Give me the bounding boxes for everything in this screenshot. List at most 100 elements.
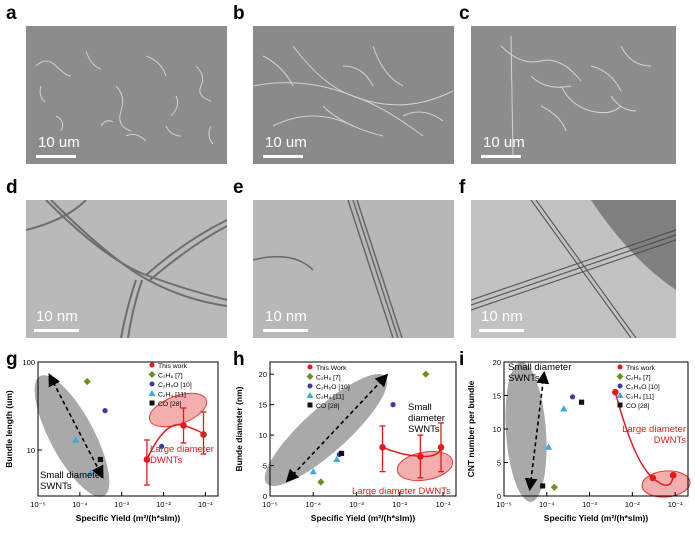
y-tick-label: 10 bbox=[493, 425, 501, 434]
legend-label: C₂H₄ [11] bbox=[626, 394, 654, 401]
legend-marker bbox=[616, 392, 624, 398]
legend-label: C₂H₆ [7] bbox=[158, 373, 183, 380]
ellipse-large-diameter-region bbox=[396, 450, 454, 482]
ellipse-small-diameter-region bbox=[34, 375, 110, 497]
scale-bar-d-label: 10 nm bbox=[36, 308, 78, 325]
legend-label: C₂H₆ [7] bbox=[626, 375, 651, 382]
y-tick-label: 5 bbox=[263, 462, 267, 471]
data-point bbox=[390, 402, 396, 408]
plot-frame bbox=[269, 361, 457, 497]
data-point bbox=[309, 468, 317, 475]
panel-label-e: e bbox=[233, 177, 244, 198]
legend-label: C₂H₄ [11] bbox=[158, 392, 186, 399]
annotation-large-diameter: DWNTs bbox=[654, 435, 686, 446]
y-tick-label: 15 bbox=[493, 392, 501, 401]
x-tick-label: 10⁻³ bbox=[349, 500, 364, 509]
x-tick-label: 10⁻⁴ bbox=[539, 500, 555, 509]
data-point bbox=[669, 471, 677, 479]
x-tick-label: 10⁻⁵ bbox=[262, 500, 277, 509]
legend-marker bbox=[148, 390, 156, 396]
chart-i: 10⁻⁵ 10⁻⁴ 10⁻³ 10⁻² 10⁻¹ Specific Yield (m²/(… bbox=[466, 358, 691, 523]
scale-bar-f-line bbox=[479, 329, 524, 332]
annotation-small-diameter: SWNTs bbox=[408, 424, 440, 435]
scale-bar-d-line bbox=[34, 329, 79, 332]
legend-label: C₂H₆ [7] bbox=[316, 375, 341, 382]
legend-label: This work bbox=[158, 363, 188, 370]
legend-marker bbox=[306, 373, 314, 380]
data-point bbox=[417, 453, 424, 460]
annotation-small-diameter: Small diameter bbox=[40, 470, 103, 481]
y-tick-label: 10 bbox=[27, 446, 35, 455]
tem-image-e: 10 nm bbox=[253, 200, 454, 338]
scale-bar-e-line bbox=[263, 329, 308, 332]
sem-image-c: 10 um bbox=[471, 26, 676, 164]
scale-bar-c: 10 um bbox=[481, 134, 551, 164]
trend-arrow bbox=[285, 373, 389, 483]
data-point bbox=[72, 436, 80, 443]
y-tick-label: 15 bbox=[259, 401, 267, 410]
panel-label-b: b bbox=[233, 3, 245, 24]
legend-label: C₂H₄ [11] bbox=[316, 394, 344, 401]
data-point bbox=[338, 450, 345, 456]
tem-image-e-texture bbox=[253, 200, 403, 338]
data-point bbox=[200, 431, 207, 438]
legend-label: CO [28] bbox=[158, 401, 182, 408]
legend-marker bbox=[307, 402, 313, 408]
y-tick-label: 20 bbox=[493, 358, 501, 367]
data-point bbox=[143, 456, 151, 463]
data-point bbox=[379, 443, 386, 451]
data-point bbox=[612, 388, 619, 396]
legend-marker bbox=[307, 383, 313, 389]
scale-bar-d: 10 nm bbox=[34, 308, 104, 338]
x-tick-label: 10⁻⁵ bbox=[30, 500, 45, 509]
data-point bbox=[578, 399, 585, 405]
x-tick-label: 10⁻¹ bbox=[668, 500, 683, 509]
panel-label-g: g bbox=[6, 349, 18, 370]
annotation-small-diameter: SWNTs bbox=[508, 373, 540, 384]
legend-marker bbox=[617, 402, 623, 408]
scale-bar-b: 10 um bbox=[263, 134, 333, 164]
data-point bbox=[560, 405, 568, 412]
y-tick-label: 0 bbox=[263, 492, 267, 501]
data-point bbox=[649, 474, 657, 482]
y-axis-label: Bunde diameter (nm) bbox=[234, 386, 244, 471]
annotation-large-diameter: Large diameter bbox=[150, 444, 214, 455]
legend-marker bbox=[617, 383, 623, 389]
x-tick-label: 10⁻⁴ bbox=[305, 500, 321, 509]
legend-marker bbox=[149, 362, 155, 368]
data-point bbox=[97, 456, 104, 463]
x-tick-label: 10⁻² bbox=[156, 500, 171, 509]
data-point bbox=[159, 443, 165, 449]
scale-bar-c-line bbox=[481, 155, 521, 158]
data-point bbox=[333, 455, 341, 463]
sem-image-b: 10 um bbox=[253, 26, 454, 164]
scale-bar-a-label: 10 um bbox=[38, 134, 80, 151]
data-point bbox=[550, 483, 558, 491]
x-axis-label: Specific Yield (m²/(h*slm)) bbox=[544, 513, 649, 523]
data-point bbox=[544, 443, 553, 450]
data-point bbox=[86, 469, 95, 476]
legend-label: C₂H₆O [10] bbox=[158, 382, 192, 389]
x-axis-label: Specific Yield (m²/(h*slm)) bbox=[311, 513, 416, 523]
x-tick-label: 10⁻³ bbox=[114, 500, 129, 509]
plot-frame bbox=[37, 361, 219, 497]
tem-image-d-texture bbox=[26, 200, 227, 338]
scale-bar-a-line bbox=[36, 155, 76, 158]
scale-bar-f-label: 10 nm bbox=[481, 308, 523, 325]
annotation-small-diameter: diameter bbox=[408, 413, 445, 424]
x-tick-label: 10⁻⁴ bbox=[72, 500, 88, 509]
data-point bbox=[180, 422, 187, 429]
data-point bbox=[569, 394, 576, 400]
legend-label: CO [28] bbox=[626, 403, 650, 410]
panel-label-h: h bbox=[233, 349, 245, 370]
tem-image-f-texture bbox=[471, 200, 676, 338]
legend-label: CO [28] bbox=[316, 403, 340, 410]
annotation-small-diameter: Small diameter bbox=[508, 362, 571, 373]
data-point bbox=[83, 377, 91, 386]
chart-g: 10⁻⁵ 10⁻⁴ 10⁻³ 10⁻² 10⁻¹ Specific Yield (m²/(… bbox=[4, 358, 219, 523]
panel-label-d: d bbox=[6, 177, 18, 198]
y-tick-label: 0 bbox=[497, 492, 501, 501]
legend-marker bbox=[616, 373, 624, 380]
sem-image-c-texture bbox=[500, 35, 652, 157]
legend-label: C₂H₆O [10] bbox=[316, 384, 350, 391]
